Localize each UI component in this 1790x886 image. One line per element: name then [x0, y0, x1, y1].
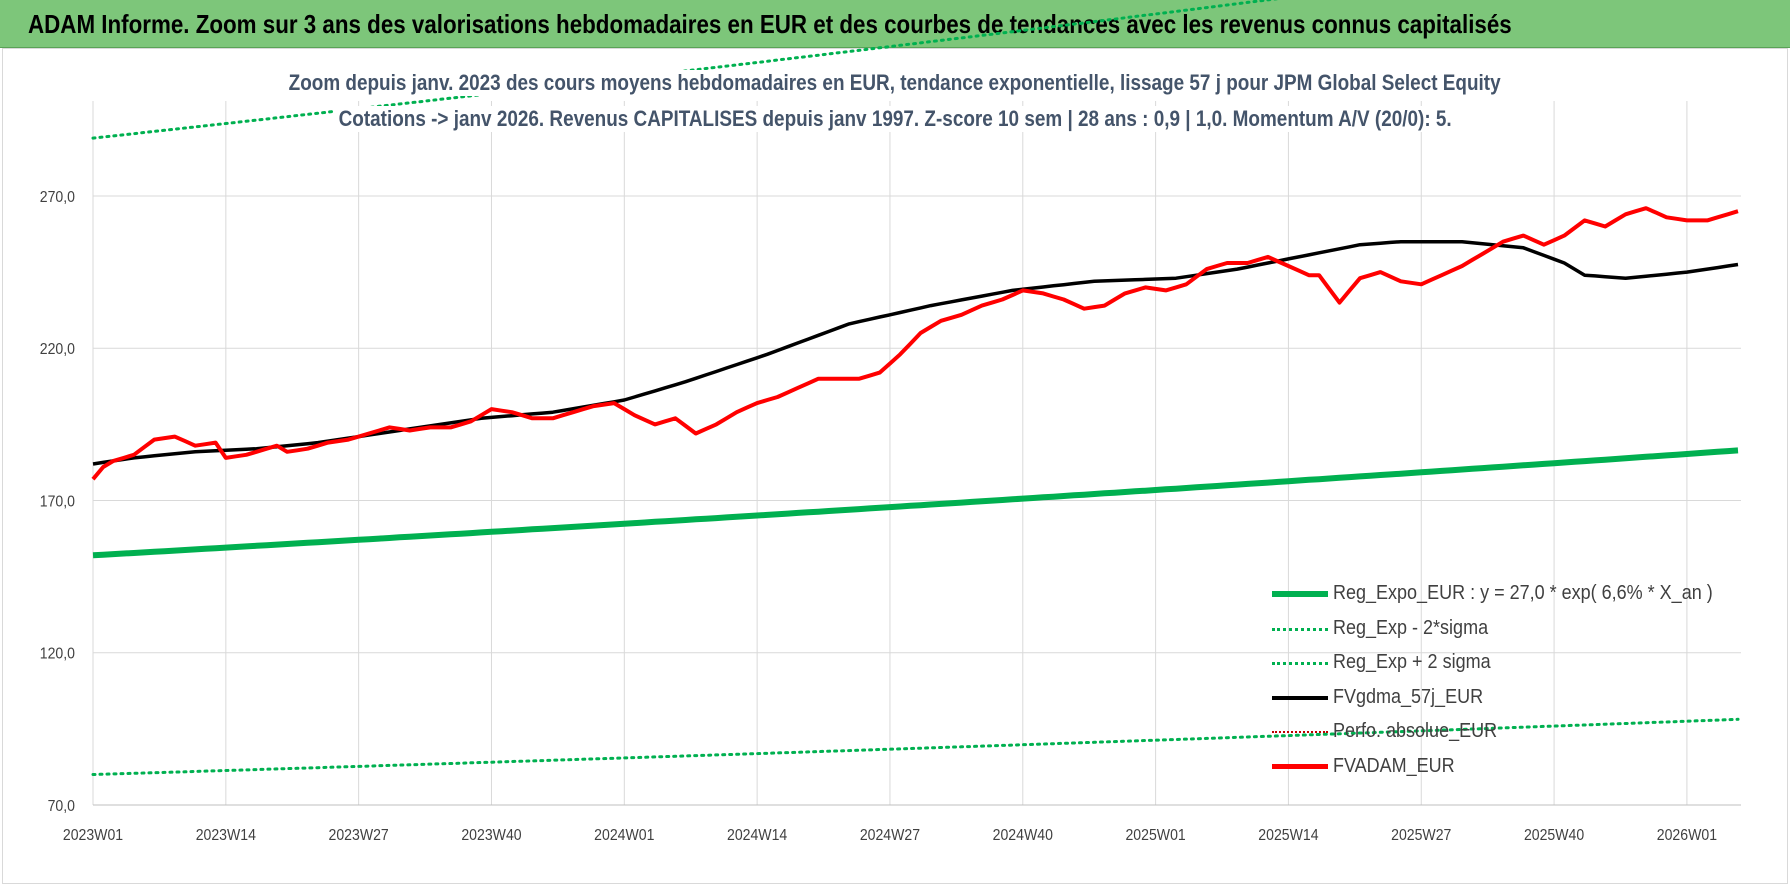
legend-swatch-fvadam — [1272, 763, 1328, 769]
chart-title-line1: Zoom depuis janv. 2023 des cours moyens … — [0, 70, 1790, 96]
chart-frame — [2, 48, 1788, 884]
y-tick-label: 70,0 — [48, 797, 75, 815]
legend-item-reg-expo: Reg_Expo_EUR : y = 27,0 * exp( 6,6% * X_… — [1272, 577, 1752, 612]
series-fvgdma — [92, 239, 1739, 466]
x-tick-label: 2024W27 — [860, 826, 920, 844]
legend-item-perfo: Perfo. absolue_EUR — [1272, 715, 1752, 750]
legend-item-reg-minus: Reg_Exp - 2*sigma — [1272, 612, 1752, 647]
report-banner: ADAM Informe. Zoom sur 3 ans des valoris… — [0, 0, 1790, 48]
legend-item-fvgdma: FVgdma_57j_EUR — [1272, 681, 1752, 716]
legend-label-reg-minus: Reg_Exp - 2*sigma — [1333, 616, 1489, 639]
chart-legend: Reg_Expo_EUR : y = 27,0 * exp( 6,6% * X_… — [1272, 577, 1752, 784]
x-tick-label: 2026W01 — [1657, 826, 1717, 844]
x-tick-label: 2023W01 — [63, 826, 123, 844]
legend-label-reg-expo: Reg_Expo_EUR : y = 27,0 * exp( 6,6% * X_… — [1333, 582, 1713, 604]
report-title: ADAM Informe. Zoom sur 3 ans des valoris… — [28, 9, 1512, 39]
x-tick-label: 2023W14 — [196, 826, 256, 844]
legend-label-fvgdma: FVgdma_57j_EUR — [1333, 685, 1484, 708]
y-tick-label: 170,0 — [40, 493, 75, 511]
x-tick-label: 2025W27 — [1391, 826, 1451, 844]
x-tick-label: 2025W14 — [1258, 826, 1318, 844]
legend-swatch-reg-expo — [1272, 591, 1328, 597]
x-tick-label: 2024W14 — [727, 826, 787, 844]
series-reg-expo — [92, 447, 1739, 559]
series-reg-exp-minus-2sigma — [91, 717, 1740, 776]
y-tick-label: 120,0 — [40, 645, 75, 663]
legend-swatch-reg-minus — [1272, 627, 1328, 631]
x-tick-label: 2023W27 — [329, 826, 389, 844]
legend-label-reg-plus: Reg_Exp + 2 sigma — [1333, 651, 1491, 673]
legend-item-fvadam: FVADAM_EUR — [1272, 750, 1752, 785]
x-tick-label: 2023W40 — [461, 826, 521, 844]
legend-label-fvadam: FVADAM_EUR — [1333, 754, 1455, 777]
y-tick-label: 220,0 — [40, 340, 75, 358]
legend-swatch-perfo — [1272, 731, 1328, 733]
x-tick-label: 2025W40 — [1524, 826, 1584, 844]
x-tick-label: 2025W01 — [1125, 826, 1185, 844]
y-tick-label: 270,0 — [40, 188, 75, 206]
legend-swatch-reg-plus — [1272, 662, 1328, 665]
x-tick-label: 2024W01 — [594, 826, 654, 844]
legend-item-reg-plus: Reg_Exp + 2 sigma — [1272, 646, 1752, 681]
series-fvadam — [91, 206, 1739, 481]
x-tick-label: 2024W40 — [993, 826, 1053, 844]
legend-label-perfo: Perfo. absolue_EUR — [1333, 720, 1498, 742]
chart-title-line2: Cotations -> janv 2026. Revenus CAPITALI… — [0, 106, 1790, 132]
legend-swatch-fvgdma — [1272, 695, 1328, 700]
